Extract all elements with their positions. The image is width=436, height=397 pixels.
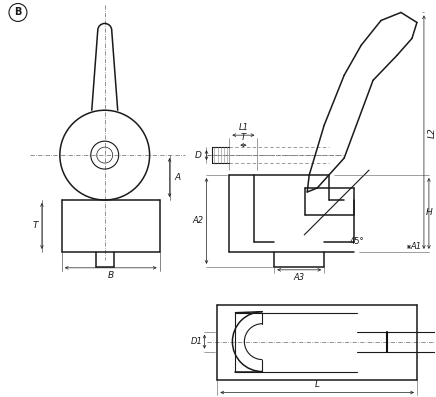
Text: A1: A1	[410, 243, 422, 251]
Text: L2: L2	[427, 127, 436, 137]
Text: A: A	[174, 173, 181, 181]
Text: L1: L1	[238, 123, 249, 132]
Text: 45°: 45°	[350, 237, 364, 247]
Text: B: B	[108, 271, 114, 280]
Text: L: L	[315, 380, 320, 389]
Text: A3: A3	[294, 273, 305, 282]
Text: D: D	[195, 150, 202, 160]
Text: H: H	[426, 208, 432, 218]
Text: A2: A2	[193, 216, 204, 225]
Text: T: T	[32, 222, 37, 230]
Text: D1: D1	[191, 337, 202, 346]
Text: T: T	[241, 133, 246, 142]
Text: B: B	[14, 8, 22, 17]
